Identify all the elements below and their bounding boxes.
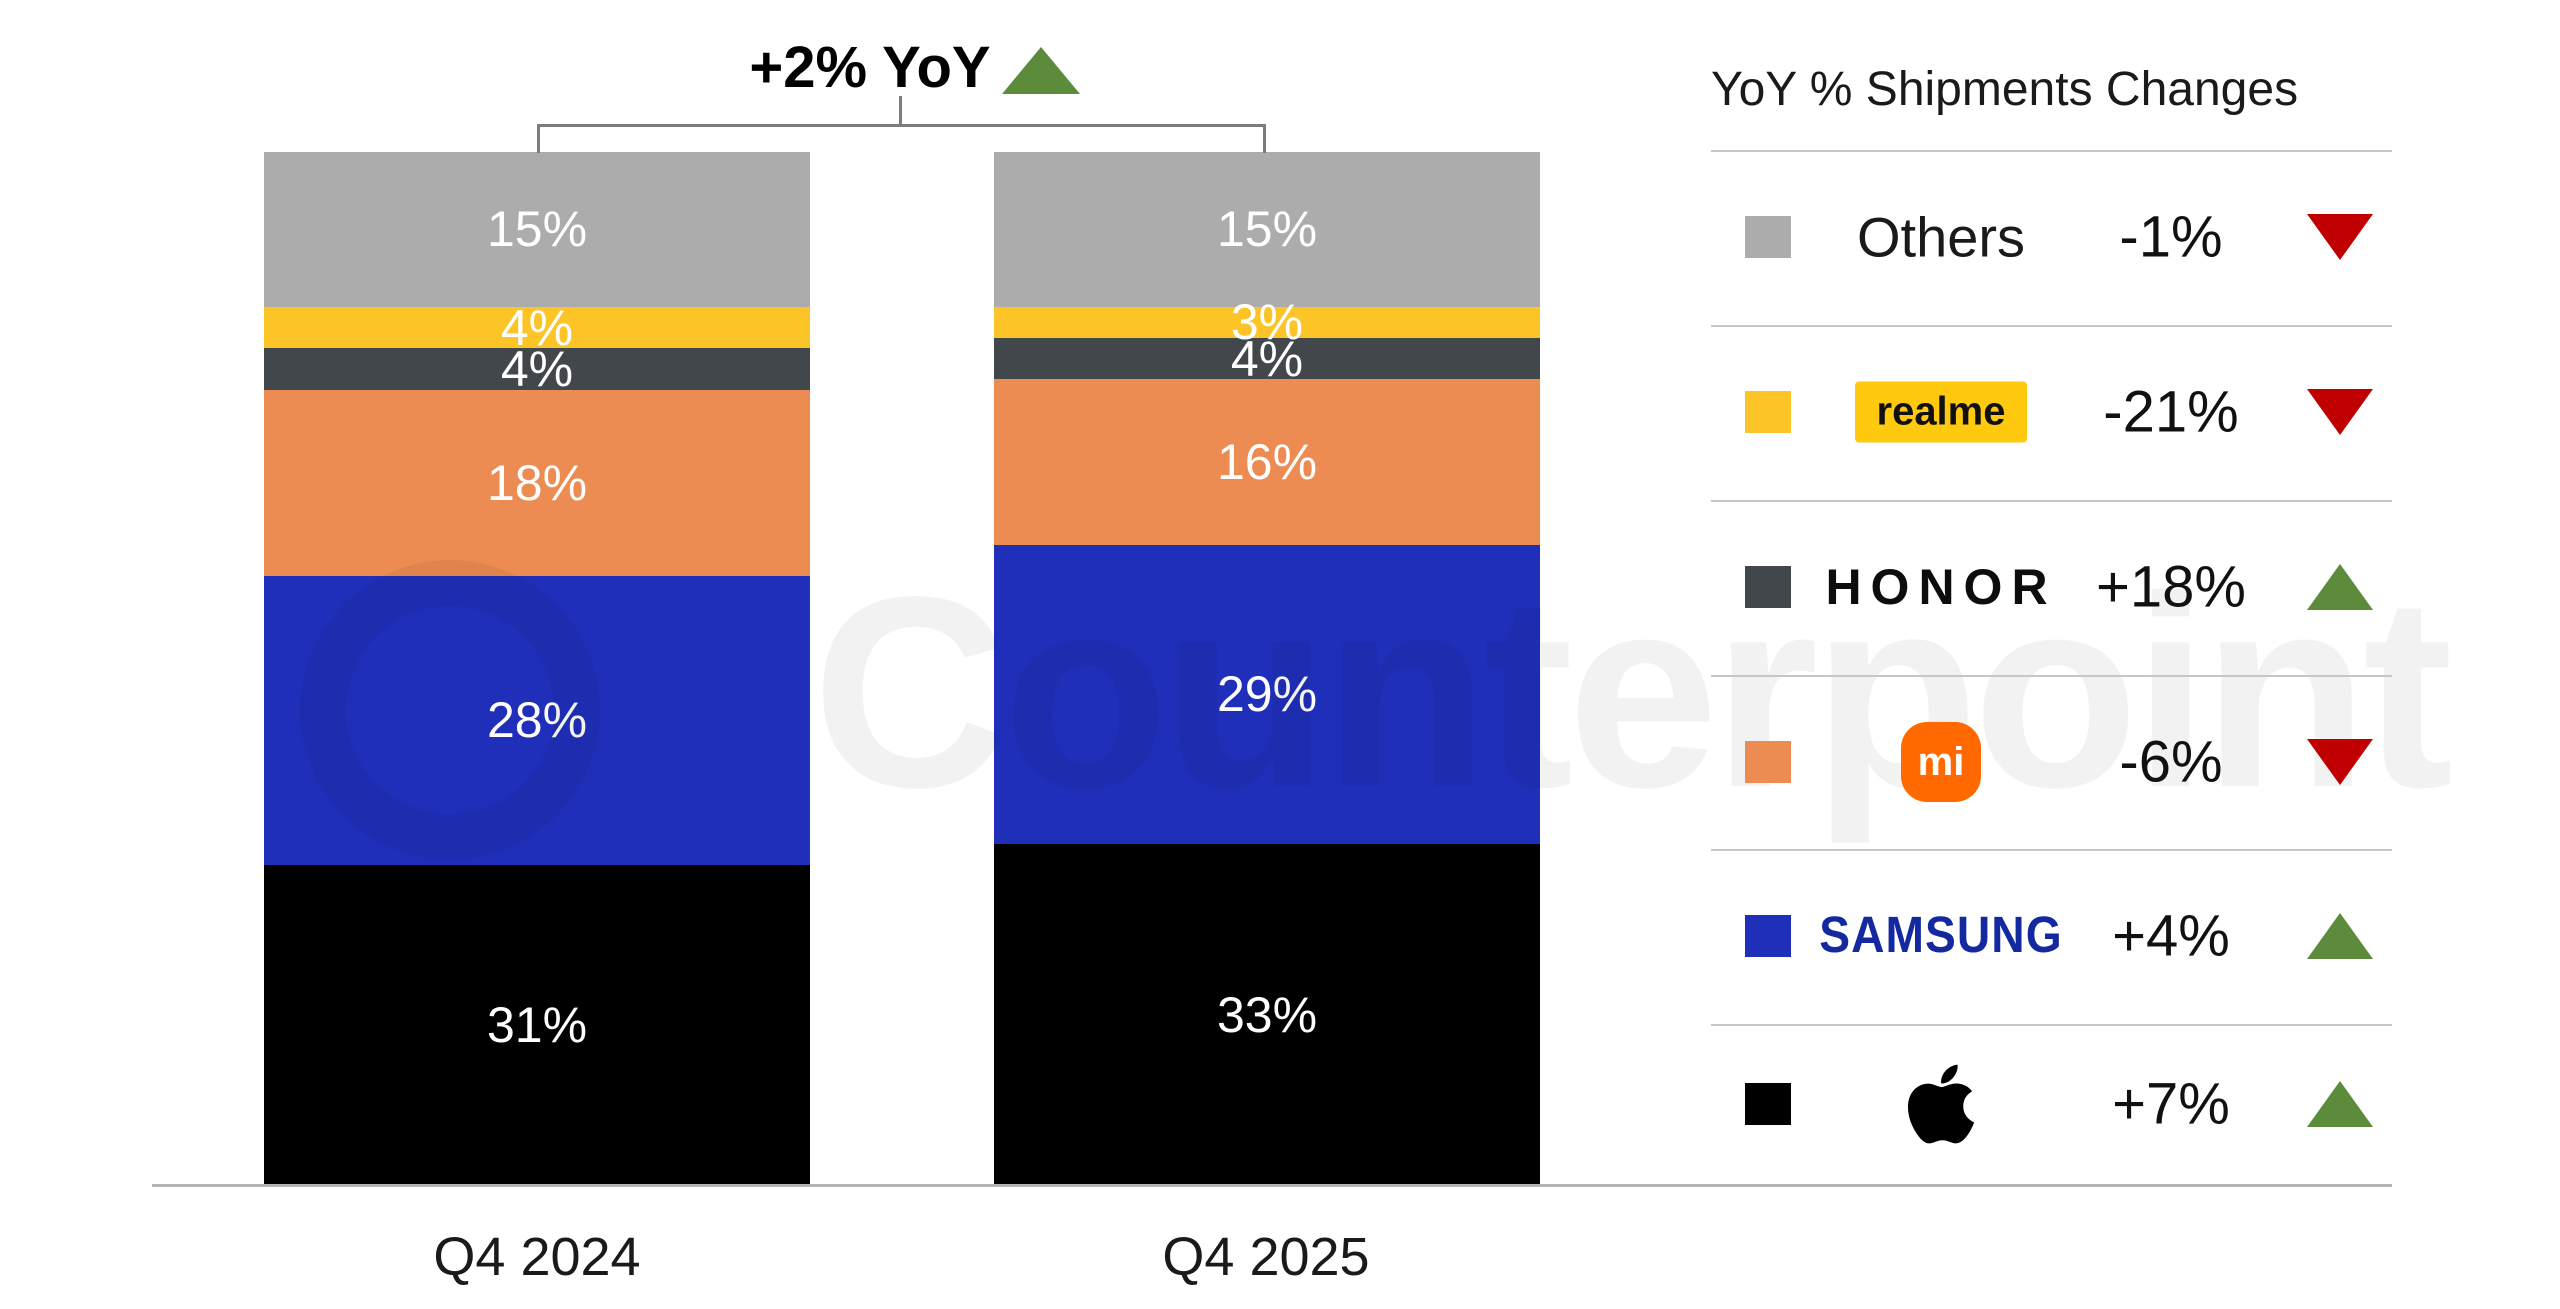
yoy-value: -1% — [2119, 204, 2223, 270]
bar-segment-honor: 4% — [264, 344, 810, 394]
legend-separator — [1711, 675, 2392, 677]
honor-logo: HONOR — [1825, 559, 2057, 615]
color-swatch — [1745, 391, 1791, 433]
trend-up-icon — [2307, 564, 2373, 610]
brand-logo-realme: realme — [1806, 381, 2076, 443]
legend-separator — [1711, 849, 2392, 851]
legend-row-xiaomi: mi -6% — [1711, 714, 2392, 810]
yoy-up-triangle-icon — [1002, 47, 1080, 94]
legend-separator — [1711, 1024, 2392, 1026]
legend-row-samsung: SAMSUNG +4% — [1711, 888, 2392, 984]
bar-segment-apple: 33% — [994, 844, 1540, 1185]
color-swatch — [1745, 915, 1791, 957]
apple-logo-icon — [1907, 1064, 1975, 1144]
trend-down-icon — [2307, 739, 2373, 785]
x-axis-label: Q4 2025 — [1162, 1227, 1370, 1287]
bracket-center-stub — [899, 96, 902, 125]
bar-column: 15% 3% 4% 16% 29% 33% — [994, 152, 1540, 1185]
legend-separator — [1711, 325, 2392, 327]
legend-row-apple: +7% — [1711, 1056, 2392, 1152]
bracket-left-drop — [537, 124, 540, 153]
trend-down-icon — [2307, 214, 2373, 260]
bar-segment-samsung: 28% — [264, 575, 810, 865]
yoy-value: -6% — [2119, 729, 2223, 795]
yoy-value: +4% — [2112, 903, 2230, 969]
bar-segment-realme: 4% — [264, 303, 810, 353]
legend-row-others: Others -1% — [1711, 189, 2392, 285]
bar-column: 15% 4% 4% 18% 28% 31% — [264, 152, 810, 1185]
yoy-value: -21% — [2103, 379, 2239, 445]
bracket-horizontal-line — [537, 124, 1266, 127]
trend-down-icon — [2307, 389, 2373, 435]
x-axis-line — [152, 1184, 2392, 1187]
bar-segment-xiaomi: 16% — [994, 379, 1540, 545]
trend-up-icon — [2307, 1081, 2373, 1127]
legend-separator — [1711, 500, 2392, 502]
color-swatch — [1745, 1083, 1791, 1125]
yoy-value: +18% — [2096, 554, 2246, 620]
legend-title: YoY % Shipments Changes — [1711, 63, 2299, 116]
yoy-annotation: +2% YoY — [749, 35, 991, 100]
color-swatch — [1745, 566, 1791, 608]
x-axis-label: Q4 2024 — [433, 1227, 641, 1287]
realme-logo: realme — [1854, 381, 2028, 443]
color-swatch — [1745, 216, 1791, 258]
bar-segment-others: 15% — [264, 152, 810, 307]
legend-row-honor: HONOR +18% — [1711, 539, 2392, 635]
bar-segment-samsung: 29% — [994, 544, 1540, 845]
trend-up-icon — [2307, 913, 2373, 959]
bar-segment-honor: 4% — [994, 334, 1540, 384]
brand-logo-samsung: SAMSUNG — [1806, 907, 2076, 963]
brand-logo-xiaomi: mi — [1806, 722, 2076, 802]
brand-label: Others — [1856, 205, 2026, 269]
bar-segment-apple: 31% — [264, 864, 810, 1185]
brand-logo-honor: HONOR — [1806, 558, 2076, 616]
xiaomi-mi-logo-icon: mi — [1901, 722, 1981, 802]
legend-separator — [1711, 150, 2392, 152]
bracket-right-drop — [1263, 124, 1266, 153]
yoy-value: +7% — [2112, 1071, 2230, 1137]
legend-row-realme: realme -21% — [1711, 364, 2392, 460]
brand-logo-apple — [1806, 1059, 2076, 1149]
bar-segment-others: 15% — [994, 152, 1540, 307]
samsung-logo: SAMSUNG — [1819, 907, 2063, 964]
bar-segment-xiaomi: 18% — [264, 389, 810, 576]
color-swatch — [1745, 741, 1791, 783]
brand-logo-others: Others — [1806, 205, 2076, 270]
